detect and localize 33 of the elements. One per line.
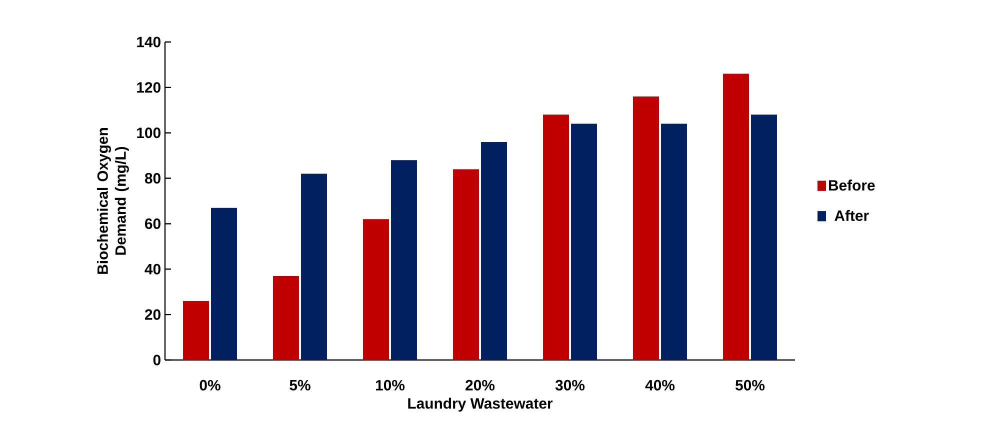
x-axis-title: Laundry Wastewater — [408, 398, 553, 412]
y-tick-label: 40 — [144, 264, 160, 274]
bar — [660, 124, 687, 360]
y-tick-label: 80 — [144, 172, 160, 184]
legend-label: Before — [828, 180, 875, 191]
bar — [210, 208, 237, 360]
bar — [453, 169, 480, 360]
bar — [300, 174, 327, 360]
bar — [543, 114, 570, 360]
bar — [723, 74, 750, 360]
bar — [570, 124, 597, 360]
y-tick-label: 140 — [137, 36, 160, 48]
x-tick-label: 10% — [376, 380, 405, 390]
y-tick-label: 120 — [137, 82, 160, 93]
x-tick-label: 50% — [736, 380, 765, 390]
x-tick-label: 5% — [290, 380, 310, 390]
bar — [480, 142, 507, 360]
y-tick-label: 0 — [153, 354, 160, 366]
y-tick-label: 20 — [144, 309, 160, 320]
x-tick-label: 0% — [200, 380, 220, 390]
y-axis-title: Biochemical Oxygen Demand (mg/L) — [96, 128, 129, 274]
bar — [750, 114, 777, 360]
bar — [183, 300, 210, 360]
bar — [273, 276, 300, 360]
legend-label: After — [834, 210, 869, 221]
x-tick-label: 40% — [645, 380, 675, 390]
y-tick-label: 60 — [145, 218, 160, 229]
x-tick-label: 30% — [555, 380, 585, 391]
bar — [633, 96, 660, 360]
y-tick-label: 100 — [137, 128, 160, 138]
bar — [363, 219, 390, 360]
x-tick-label: 20% — [466, 380, 495, 390]
bar — [390, 160, 417, 360]
